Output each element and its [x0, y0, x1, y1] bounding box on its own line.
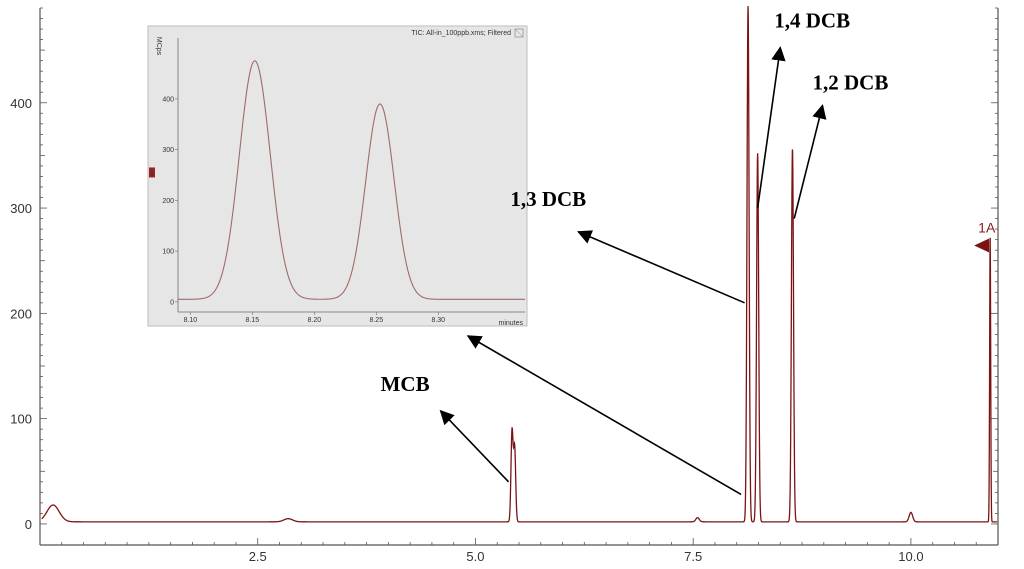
inset-y-tick-label: 200: [162, 198, 174, 205]
inset-title: TIC: All-in_100ppb.xms; Filtered: [411, 30, 511, 37]
annotation-arrow: [439, 409, 510, 483]
inset-y-tick-label: 100: [162, 249, 174, 256]
peak-marker-triangle: [974, 238, 990, 253]
annotation-label: MCB: [381, 372, 430, 396]
annotation-label: 1,2 DCB: [813, 71, 889, 95]
inset-x-axis-label: minutes: [498, 320, 523, 327]
inset-x-tick-label: 8.25: [369, 317, 383, 324]
annotation-arrow: [577, 230, 745, 304]
inset-window-icon-line: [514, 28, 524, 38]
inset-y-tick-label: 400: [162, 96, 174, 103]
x-tick-label: 7.5: [684, 549, 702, 564]
peak-marker-label: 1A: [978, 220, 996, 236]
inset-series-line: [178, 60, 525, 300]
inset-background: [147, 25, 528, 327]
annotation-arrow: [756, 46, 786, 209]
annotation-label: 1,4 DCB: [774, 9, 850, 33]
inset-chart: 0 100 200 300 400 8.10 8.15 8.20 8.25 8.30 minutes…: [147, 25, 528, 327]
y-tick-label: 100: [10, 412, 32, 427]
y-tick-label: 0: [25, 517, 32, 532]
x-tick-label: 10.0: [898, 549, 923, 564]
inset-x-tick-label: 8.20: [308, 317, 322, 324]
annotations: MCB 1,3 DCB 1,4 DCB 1,2 DCB: [381, 9, 889, 496]
inset-x-tick-label: 8.30: [431, 317, 445, 324]
y-tick-label: 400: [10, 96, 32, 111]
annotation-arrow: [793, 104, 827, 219]
inset-y-tick-label: 300: [162, 147, 174, 154]
y-tick-label: 300: [10, 201, 32, 216]
inset-y-tick-label: 0: [170, 299, 174, 306]
inset-x-tick-label: 8.15: [246, 317, 260, 324]
inset-window-icon: [514, 28, 524, 38]
inset-y-axis-label: MCps: [155, 37, 162, 56]
annotation-label: 1,3 DCB: [510, 187, 586, 211]
inset-x-tick-label: 8.10: [184, 317, 198, 324]
inset-marker-box: [149, 167, 155, 178]
x-tick-label: 5.0: [466, 549, 484, 564]
y-tick-label: 200: [10, 306, 32, 321]
main-plot: 1A: [41, 6, 998, 523]
inset-pointer-arrow: [466, 335, 742, 496]
series-line-tic: [41, 6, 998, 523]
inset-marker-label: 1: [150, 170, 154, 177]
axes: 0 100 200 300 400 2.5 5.0 7.5 10.0: [10, 7, 999, 564]
x-tick-label: 2.5: [249, 549, 267, 564]
